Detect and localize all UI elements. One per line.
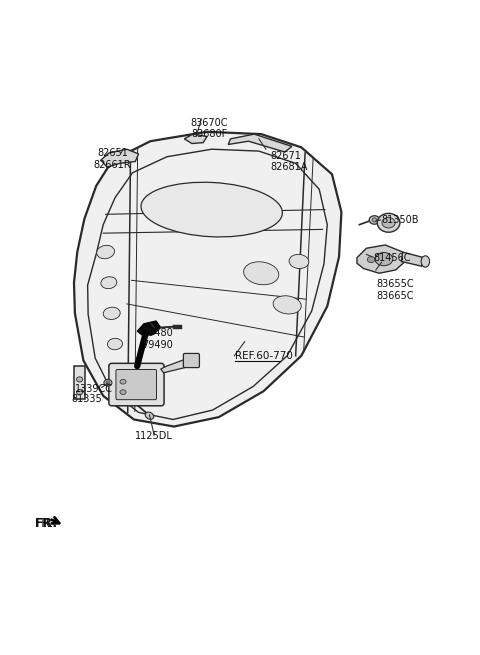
Ellipse shape [421, 256, 430, 267]
Ellipse shape [104, 379, 112, 386]
Ellipse shape [141, 182, 282, 237]
Polygon shape [161, 360, 189, 373]
FancyBboxPatch shape [183, 354, 199, 367]
Ellipse shape [273, 296, 301, 314]
Ellipse shape [369, 215, 380, 224]
Ellipse shape [77, 377, 83, 382]
Text: 82651
82661R: 82651 82661R [94, 148, 132, 170]
Ellipse shape [145, 412, 154, 419]
Polygon shape [401, 252, 424, 266]
Text: REF.60-770: REF.60-770 [235, 351, 293, 361]
Polygon shape [357, 245, 405, 273]
Ellipse shape [108, 339, 122, 350]
Text: 83670C
83680F: 83670C 83680F [191, 118, 228, 140]
Text: 1339CC: 1339CC [75, 384, 113, 394]
Ellipse shape [372, 218, 377, 222]
Text: 83655C
83665C: 83655C 83665C [377, 280, 414, 301]
Ellipse shape [244, 262, 279, 285]
Ellipse shape [367, 257, 375, 263]
Ellipse shape [96, 246, 114, 259]
Text: 81456C: 81456C [373, 253, 410, 263]
Ellipse shape [106, 381, 110, 384]
Polygon shape [101, 149, 139, 167]
Text: 82671
82681A: 82671 82681A [271, 151, 308, 172]
Ellipse shape [382, 217, 395, 228]
Text: 1125DL: 1125DL [135, 431, 173, 441]
Text: 81350B: 81350B [382, 215, 419, 225]
Polygon shape [74, 366, 85, 399]
Text: 79480
79490: 79480 79490 [142, 328, 173, 350]
Ellipse shape [103, 307, 120, 320]
Polygon shape [74, 132, 341, 426]
Polygon shape [137, 321, 161, 336]
FancyBboxPatch shape [116, 369, 156, 400]
Ellipse shape [120, 379, 126, 384]
Ellipse shape [101, 277, 117, 289]
FancyBboxPatch shape [109, 364, 164, 406]
Text: FR.: FR. [35, 517, 54, 530]
Ellipse shape [77, 390, 83, 395]
Ellipse shape [120, 390, 126, 394]
Text: FR.: FR. [35, 517, 58, 530]
Ellipse shape [377, 214, 400, 233]
Polygon shape [184, 134, 207, 143]
Polygon shape [228, 134, 292, 152]
Text: 81335: 81335 [72, 394, 102, 404]
Ellipse shape [375, 253, 393, 266]
Ellipse shape [289, 254, 309, 269]
